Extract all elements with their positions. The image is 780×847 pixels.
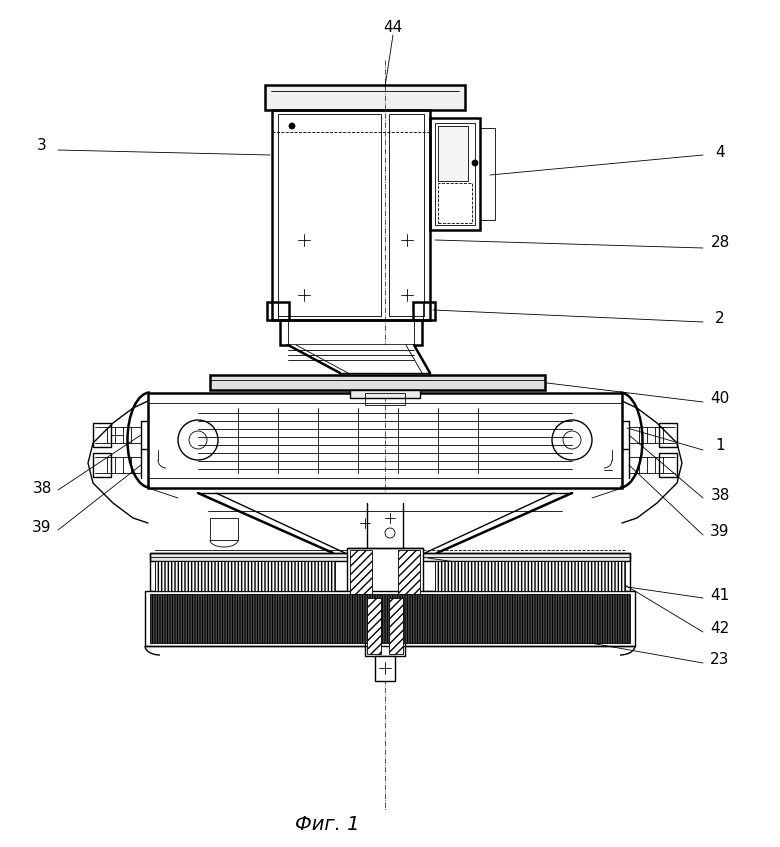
- Bar: [210, 375, 545, 390]
- Text: 2: 2: [715, 311, 725, 325]
- Text: 23: 23: [711, 652, 729, 667]
- Bar: [148, 393, 622, 488]
- Bar: [93, 423, 111, 447]
- Text: 3: 3: [37, 137, 47, 152]
- Circle shape: [289, 123, 295, 129]
- Text: 28: 28: [711, 235, 729, 250]
- Text: 42: 42: [711, 621, 729, 635]
- Text: 4: 4: [715, 145, 725, 159]
- Bar: [659, 423, 677, 447]
- Bar: [480, 128, 495, 220]
- Bar: [365, 393, 405, 405]
- Text: 38: 38: [32, 480, 51, 495]
- Bar: [365, 596, 405, 656]
- Text: 1: 1: [715, 438, 725, 452]
- Bar: [265, 85, 465, 110]
- Bar: [435, 561, 625, 591]
- Text: 39: 39: [711, 524, 730, 540]
- Circle shape: [472, 160, 478, 166]
- Text: 40: 40: [711, 390, 729, 406]
- Bar: [389, 598, 403, 654]
- Bar: [340, 373, 430, 375]
- Bar: [350, 550, 372, 594]
- Bar: [280, 320, 422, 345]
- Bar: [438, 183, 472, 223]
- Bar: [413, 302, 435, 320]
- Text: 39: 39: [32, 521, 51, 535]
- Polygon shape: [198, 493, 572, 553]
- Polygon shape: [288, 345, 430, 373]
- Bar: [267, 302, 289, 320]
- Bar: [435, 123, 475, 225]
- Bar: [438, 126, 468, 181]
- Bar: [389, 114, 424, 316]
- Bar: [659, 453, 677, 477]
- Bar: [375, 656, 395, 681]
- Bar: [145, 591, 635, 646]
- Bar: [150, 553, 630, 561]
- Text: 44: 44: [384, 19, 402, 35]
- Bar: [347, 548, 423, 596]
- Bar: [93, 453, 111, 477]
- Bar: [350, 390, 420, 398]
- Bar: [155, 561, 335, 591]
- Bar: [210, 518, 238, 540]
- Text: 41: 41: [711, 588, 729, 602]
- Bar: [272, 110, 430, 320]
- Bar: [367, 598, 381, 654]
- Text: 38: 38: [711, 488, 729, 502]
- Bar: [278, 114, 381, 316]
- Text: Фиг. 1: Фиг. 1: [295, 816, 360, 834]
- Bar: [398, 550, 420, 594]
- Bar: [430, 118, 480, 230]
- Bar: [150, 594, 630, 643]
